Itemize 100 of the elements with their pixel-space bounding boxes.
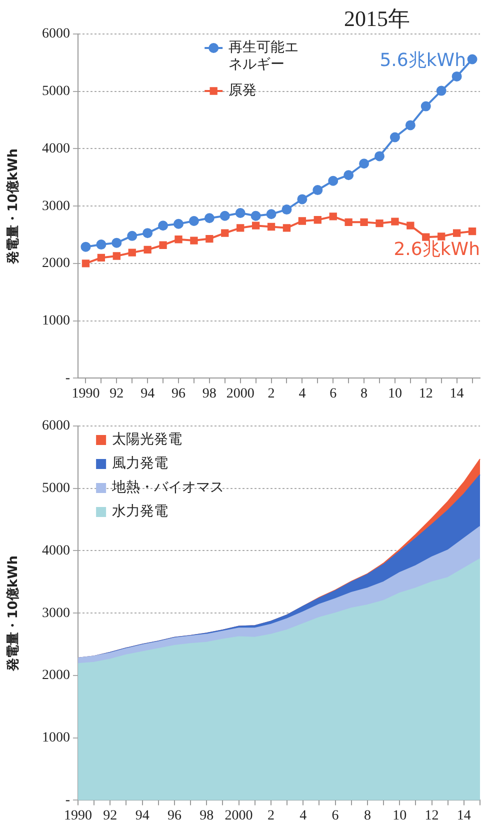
point [314, 216, 322, 224]
point [282, 204, 292, 215]
x-tick-label: 94 [135, 808, 150, 824]
x-tick-label: 2000 [224, 808, 253, 824]
legend-label: 風力発電 [112, 456, 168, 472]
point [220, 210, 230, 221]
point [96, 240, 106, 250]
point [128, 248, 136, 256]
y-tick-label: 4000 [42, 141, 70, 156]
point [97, 254, 106, 262]
y-tick-label: 2000 [42, 668, 70, 684]
legend-label: 再生可能エネルギー [228, 40, 299, 73]
x-tick-label: 96 [172, 386, 186, 402]
point [329, 212, 337, 220]
point [252, 222, 260, 230]
point [144, 246, 152, 254]
point [266, 209, 276, 220]
point [420, 101, 431, 112]
annotation: 2.6兆kWh [394, 239, 480, 260]
point [452, 71, 462, 82]
x-tick-label: 96 [167, 808, 182, 824]
point [204, 213, 214, 224]
point [359, 158, 370, 169]
point [206, 234, 214, 243]
x-tick-label: 12 [424, 808, 439, 824]
point [250, 210, 261, 221]
point [297, 194, 308, 204]
y-tick-label: 5000 [42, 84, 70, 100]
point [142, 228, 153, 238]
y-tick-label: 6000 [42, 26, 70, 42]
point [406, 222, 414, 230]
point [374, 151, 384, 162]
x-tick-label: 6 [330, 386, 337, 402]
point [236, 224, 244, 232]
x-tick-label: 92 [103, 808, 118, 824]
legend-label: 原発 [228, 82, 257, 99]
y-tick-label: - [65, 370, 70, 386]
annotation: 5.6兆kWh [380, 50, 466, 71]
point [190, 236, 198, 244]
point [80, 242, 91, 252]
point [312, 185, 323, 196]
x-tick-label: 14 [450, 386, 464, 402]
x-tick-label: 94 [140, 386, 155, 402]
point [159, 241, 167, 249]
x-tick-label: 2000 [226, 386, 254, 402]
x-tick-label: 8 [360, 386, 368, 402]
legend-label: 地熱・バイオマス [111, 480, 224, 496]
point [360, 218, 368, 226]
point [438, 232, 446, 240]
point [188, 216, 199, 226]
y-tick-label: 1000 [42, 730, 70, 746]
point [298, 217, 306, 225]
y-tick-label: 5000 [42, 481, 70, 496]
x-tick-label: 98 [200, 808, 214, 824]
point [390, 132, 400, 142]
point [174, 236, 182, 244]
point [174, 218, 184, 229]
x-tick-label: 6 [332, 808, 339, 824]
x-tick-label: 1990 [64, 808, 92, 824]
y-axis-title: 発電量・10億kWh [5, 148, 22, 265]
point [127, 230, 138, 241]
x-tick-label: 98 [202, 386, 216, 402]
x-tick-label: 92 [110, 386, 124, 402]
point [436, 86, 446, 96]
x-tick-label: 14 [456, 808, 471, 824]
y-axis-title: 発電量・10億kWh [5, 555, 22, 672]
chart-title: 2015年 [344, 6, 410, 31]
y-tick-label: - [65, 792, 70, 808]
point [452, 229, 461, 237]
y-tick-label: 6000 [42, 418, 70, 434]
x-tick-label: 4 [298, 386, 306, 402]
point [221, 229, 229, 237]
point [112, 252, 120, 260]
x-tick-label: 1990 [72, 386, 100, 402]
y-tick-label: 4000 [42, 543, 70, 558]
point [282, 224, 291, 232]
legend-label: 太陽光発電 [112, 432, 182, 448]
point [328, 176, 338, 186]
legend-label: 水力発電 [112, 504, 168, 520]
point [267, 222, 276, 231]
x-tick-label: 4 [300, 808, 307, 824]
point [158, 220, 168, 231]
x-tick-label: 2 [267, 808, 274, 824]
point [344, 218, 352, 226]
x-tick-label: 12 [418, 386, 433, 402]
point [82, 260, 90, 268]
x-tick-label: 10 [392, 808, 407, 824]
point [376, 219, 384, 228]
y-tick-label: 3000 [42, 606, 70, 621]
point [467, 54, 478, 64]
x-tick-label: 8 [364, 808, 371, 824]
point [235, 208, 246, 218]
x-tick-label: 2 [268, 386, 275, 402]
y-tick-label: 3000 [42, 198, 70, 214]
point [405, 120, 416, 130]
y-tick-label: 1000 [42, 314, 70, 329]
point [344, 170, 354, 180]
point [468, 228, 476, 236]
point [391, 218, 399, 226]
y-tick-label: 2000 [42, 256, 70, 272]
